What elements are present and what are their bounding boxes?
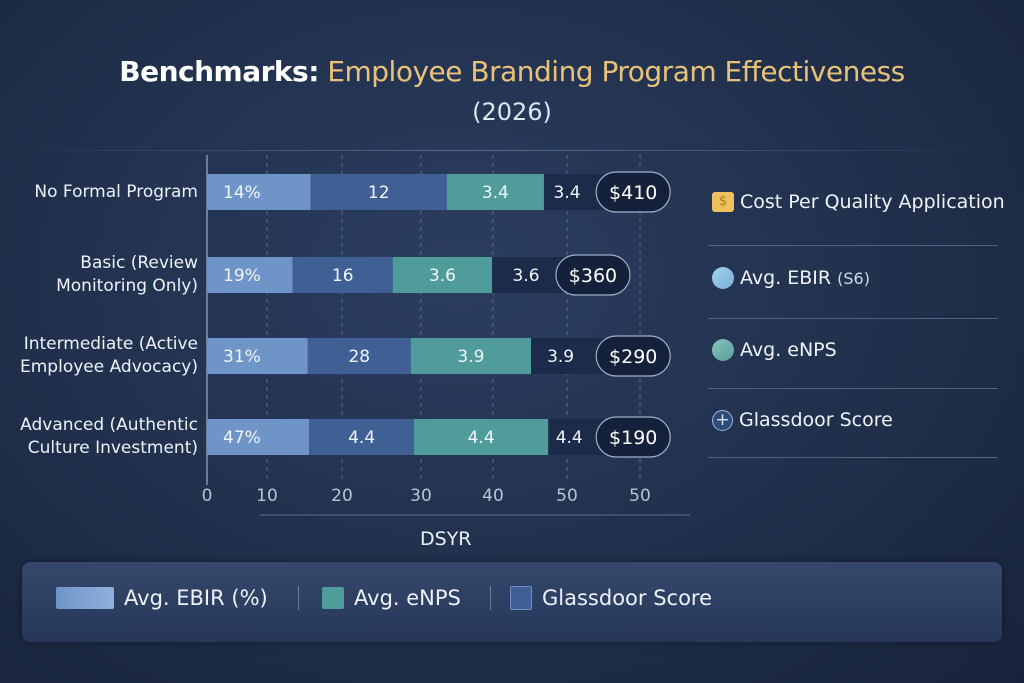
bar-label: 4.4 (468, 428, 495, 448)
cost-badge (595, 171, 671, 213)
bar-segment (392, 257, 493, 293)
legend-item-enps: Avg. eNPS (712, 339, 837, 361)
bar-label: 4.4 (348, 428, 375, 448)
bar-label: 47% (223, 428, 261, 448)
bar-label: 12 (368, 183, 390, 203)
bar-segment (207, 174, 311, 210)
title-prefix: Benchmarks: (119, 55, 319, 88)
cost-label: $190 (609, 427, 657, 449)
category-label: Advanced (Authentic Culture Investment) (20, 414, 198, 460)
divider (708, 388, 998, 389)
cost-badge (555, 254, 631, 296)
divider (708, 245, 998, 246)
legend-item-ebir: Avg. EBIR (%) (56, 586, 268, 610)
legend-label: Avg. EBIR (740, 267, 832, 289)
cost-label: $410 (609, 182, 657, 204)
category-label: Intermediate (Active Employee Advocacy) (20, 333, 198, 379)
legend-label: Avg. eNPS (740, 339, 837, 361)
bar-label: 31% (223, 347, 261, 367)
bar-segment (446, 174, 544, 210)
bar-segment (207, 419, 310, 455)
cost-label: $360 (569, 265, 617, 287)
category-label-line: Monitoring Only) (56, 276, 198, 296)
x-axis-title: DSYR (420, 528, 472, 550)
chart-title: Benchmarks: Employee Branding Program Ef… (0, 55, 1024, 88)
category-label: Basic (Review Monitoring Only) (56, 252, 198, 298)
bar-label: 19% (223, 266, 261, 286)
legend-swatch (322, 587, 344, 609)
legend-item-enps: Avg. eNPS (322, 586, 461, 610)
legend-label: Avg. eNPS (354, 586, 461, 610)
legend-label: Glassdoor Score (542, 586, 713, 610)
bar-segment (292, 257, 393, 293)
divider (298, 586, 299, 610)
category-label-line: Advanced (Authentic (20, 415, 198, 435)
legend-item-glassdoor: + Glassdoor Score (712, 409, 893, 431)
cost-badge (595, 335, 671, 377)
category-label: No Formal Program (34, 181, 198, 204)
bar-segment (310, 174, 447, 210)
x-tick-label: 30 (410, 486, 432, 506)
x-tick-label: 40 (482, 486, 504, 506)
bar-segment (410, 338, 531, 374)
x-tick-label: 50 (556, 486, 578, 506)
category-label-line: Intermediate (Active (23, 334, 198, 354)
legend-item-glassdoor: Glassdoor Score (510, 586, 712, 610)
bar-label: 16 (332, 266, 354, 286)
bar-segment (307, 338, 411, 374)
category-label-line: No Formal Program (34, 181, 198, 202)
category-label-line: Employee Advocacy) (20, 357, 198, 377)
bar-label: 3.6 (429, 266, 456, 286)
bar-segment (414, 419, 549, 455)
divider (490, 586, 491, 610)
legend-item-ebir: Avg. EBIR (S6) (712, 267, 870, 289)
bar-label: 3.6 (513, 266, 540, 286)
x-tick-label: 10 (256, 486, 278, 506)
title-main: Employee Branding Program Effectiveness (327, 55, 905, 88)
divider (0, 150, 1000, 151)
legend-label: Cost Per Quality Application (740, 191, 1005, 213)
bar-label: 3.4 (554, 183, 581, 203)
circle-icon (712, 339, 734, 361)
x-tick-label: 50 (629, 486, 651, 506)
bar-segment (309, 419, 414, 455)
bar-label: 3.4 (482, 183, 509, 203)
legend-swatch (510, 586, 532, 610)
cost-badge (595, 416, 671, 458)
bar-label: 3.9 (457, 347, 484, 367)
bar-label: 28 (348, 347, 370, 367)
category-label-line: Basic (Review (80, 253, 198, 273)
x-tick-label: 20 (331, 486, 353, 506)
bar-segment (207, 257, 293, 293)
cost-label: $290 (609, 346, 657, 368)
legend-swatch (56, 587, 114, 609)
bar-label: 3.9 (547, 347, 574, 367)
bar-label: 14% (223, 183, 261, 203)
bar-label: 4.4 (556, 428, 583, 448)
legend-label: Avg. EBIR (%) (124, 586, 268, 610)
plus-circle-icon: + (712, 409, 733, 431)
legend-suffix: (S6) (837, 268, 870, 288)
divider (708, 318, 998, 319)
bar-segment (207, 338, 308, 374)
chart-subtitle: (2026) (472, 98, 552, 126)
legend-label: Glassdoor Score (739, 409, 893, 431)
circle-icon (712, 267, 734, 289)
divider (708, 457, 998, 458)
category-label-line: Culture Investment) (27, 438, 198, 458)
dollar-badge-icon: $ (712, 192, 734, 212)
x-tick-label: 0 (201, 486, 213, 506)
legend-item-cost: $ Cost Per Quality Application (712, 191, 1005, 213)
